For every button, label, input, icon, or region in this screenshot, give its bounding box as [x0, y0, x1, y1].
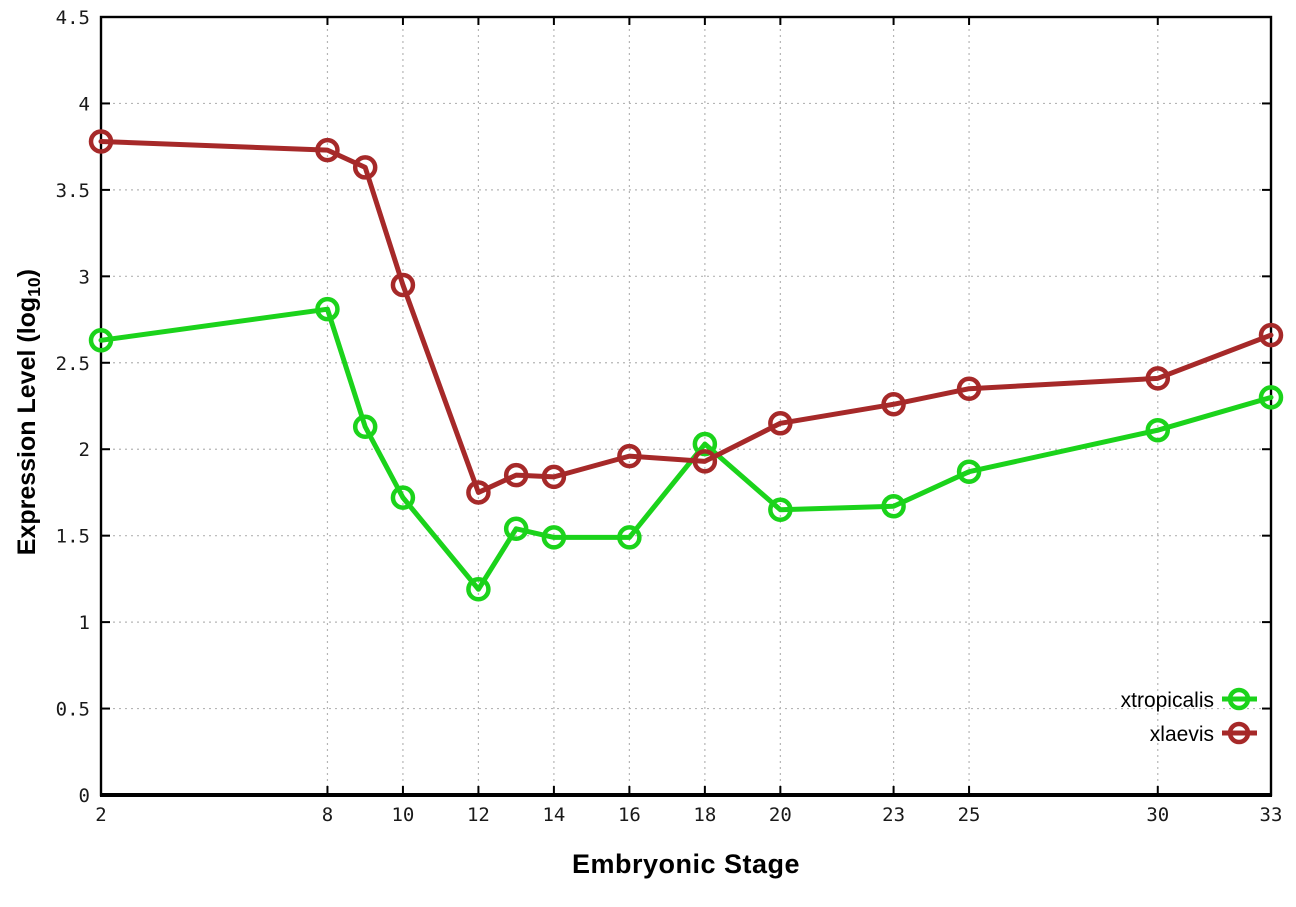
y-tick-label: 0.5	[56, 699, 90, 721]
y-tick-label: 2.5	[56, 353, 90, 375]
series-line-xtropicalis	[98, 306, 1274, 592]
data-point-xlaevis	[352, 155, 378, 180]
data-point-xlaevis	[768, 411, 793, 436]
x-tick-label: 23	[882, 804, 905, 826]
y-axis-label-subscript: 10	[24, 277, 45, 297]
x-tick-label: 12	[467, 804, 490, 826]
data-point-xlaevis	[956, 376, 982, 401]
plot-border	[99, 15, 1273, 797]
data-point-xlaevis	[1258, 322, 1284, 348]
data-point-xtropicalis	[617, 525, 642, 550]
legend-sample-marker-xtropicalis	[1227, 687, 1251, 711]
data-point-xlaevis	[881, 392, 906, 417]
data-point-xtropicalis	[390, 485, 416, 510]
y-axis-label-text: Expression Level (log	[12, 296, 41, 556]
x-tick-label: 8	[322, 804, 333, 826]
data-point-xtropicalis	[768, 497, 793, 522]
y-tick-label: 1.5	[56, 526, 90, 548]
data-point-xtropicalis	[315, 296, 340, 322]
y-axis-label-close: )	[12, 269, 41, 278]
data-point-xtropicalis	[352, 414, 378, 439]
data-point-xlaevis	[692, 449, 718, 474]
y-tick-label: 3	[79, 266, 90, 288]
legend-label-xtropicalis: xtropicalis	[1121, 689, 1214, 712]
x-tick-label: 16	[618, 804, 641, 826]
series-line-xlaevis	[98, 138, 1274, 495]
data-point-xtropicalis	[503, 516, 529, 542]
data-point-xtropicalis	[1258, 385, 1284, 410]
x-tick-label: 20	[769, 804, 792, 826]
data-point-xlaevis	[1145, 366, 1171, 391]
data-point-xlaevis	[315, 137, 340, 163]
x-tick-label: 25	[958, 804, 981, 826]
y-tick-label: 4	[79, 93, 90, 115]
y-tick-label: 1	[79, 612, 90, 634]
legend-label-xlaevis: xlaevis	[1150, 723, 1214, 746]
legend-sample-marker-xlaevis	[1227, 721, 1251, 745]
x-tick-label: 18	[693, 804, 716, 826]
x-tick-label: 10	[391, 804, 414, 826]
data-point-xtropicalis	[692, 431, 718, 457]
data-point-xlaevis	[503, 462, 529, 488]
y-tick-label: 2	[79, 439, 90, 461]
data-point-xtropicalis	[1145, 417, 1171, 443]
x-tick-label: 14	[542, 804, 565, 826]
x-axis-label: Embryonic Stage	[571, 849, 801, 879]
y-tick-label: 3.5	[56, 180, 90, 202]
data-point-xtropicalis	[541, 525, 567, 550]
data-point-xtropicalis	[881, 494, 906, 519]
y-axis-label: Expression Level (log10)	[13, 212, 45, 612]
data-point-xlaevis	[617, 443, 642, 469]
data-point-xlaevis	[541, 464, 567, 490]
x-tick-label: 33	[1260, 804, 1283, 826]
x-tick-label: 2	[95, 804, 106, 826]
data-point-xtropicalis	[466, 577, 491, 602]
data-point-xlaevis	[390, 272, 416, 298]
data-point-xlaevis	[88, 129, 114, 154]
data-point-xtropicalis	[88, 328, 114, 353]
x-tick-label: 30	[1146, 804, 1169, 826]
data-point-xlaevis	[466, 480, 491, 505]
y-tick-label: 4.5	[56, 7, 90, 29]
y-tick-label: 0	[79, 785, 90, 807]
data-point-xtropicalis	[956, 459, 982, 484]
